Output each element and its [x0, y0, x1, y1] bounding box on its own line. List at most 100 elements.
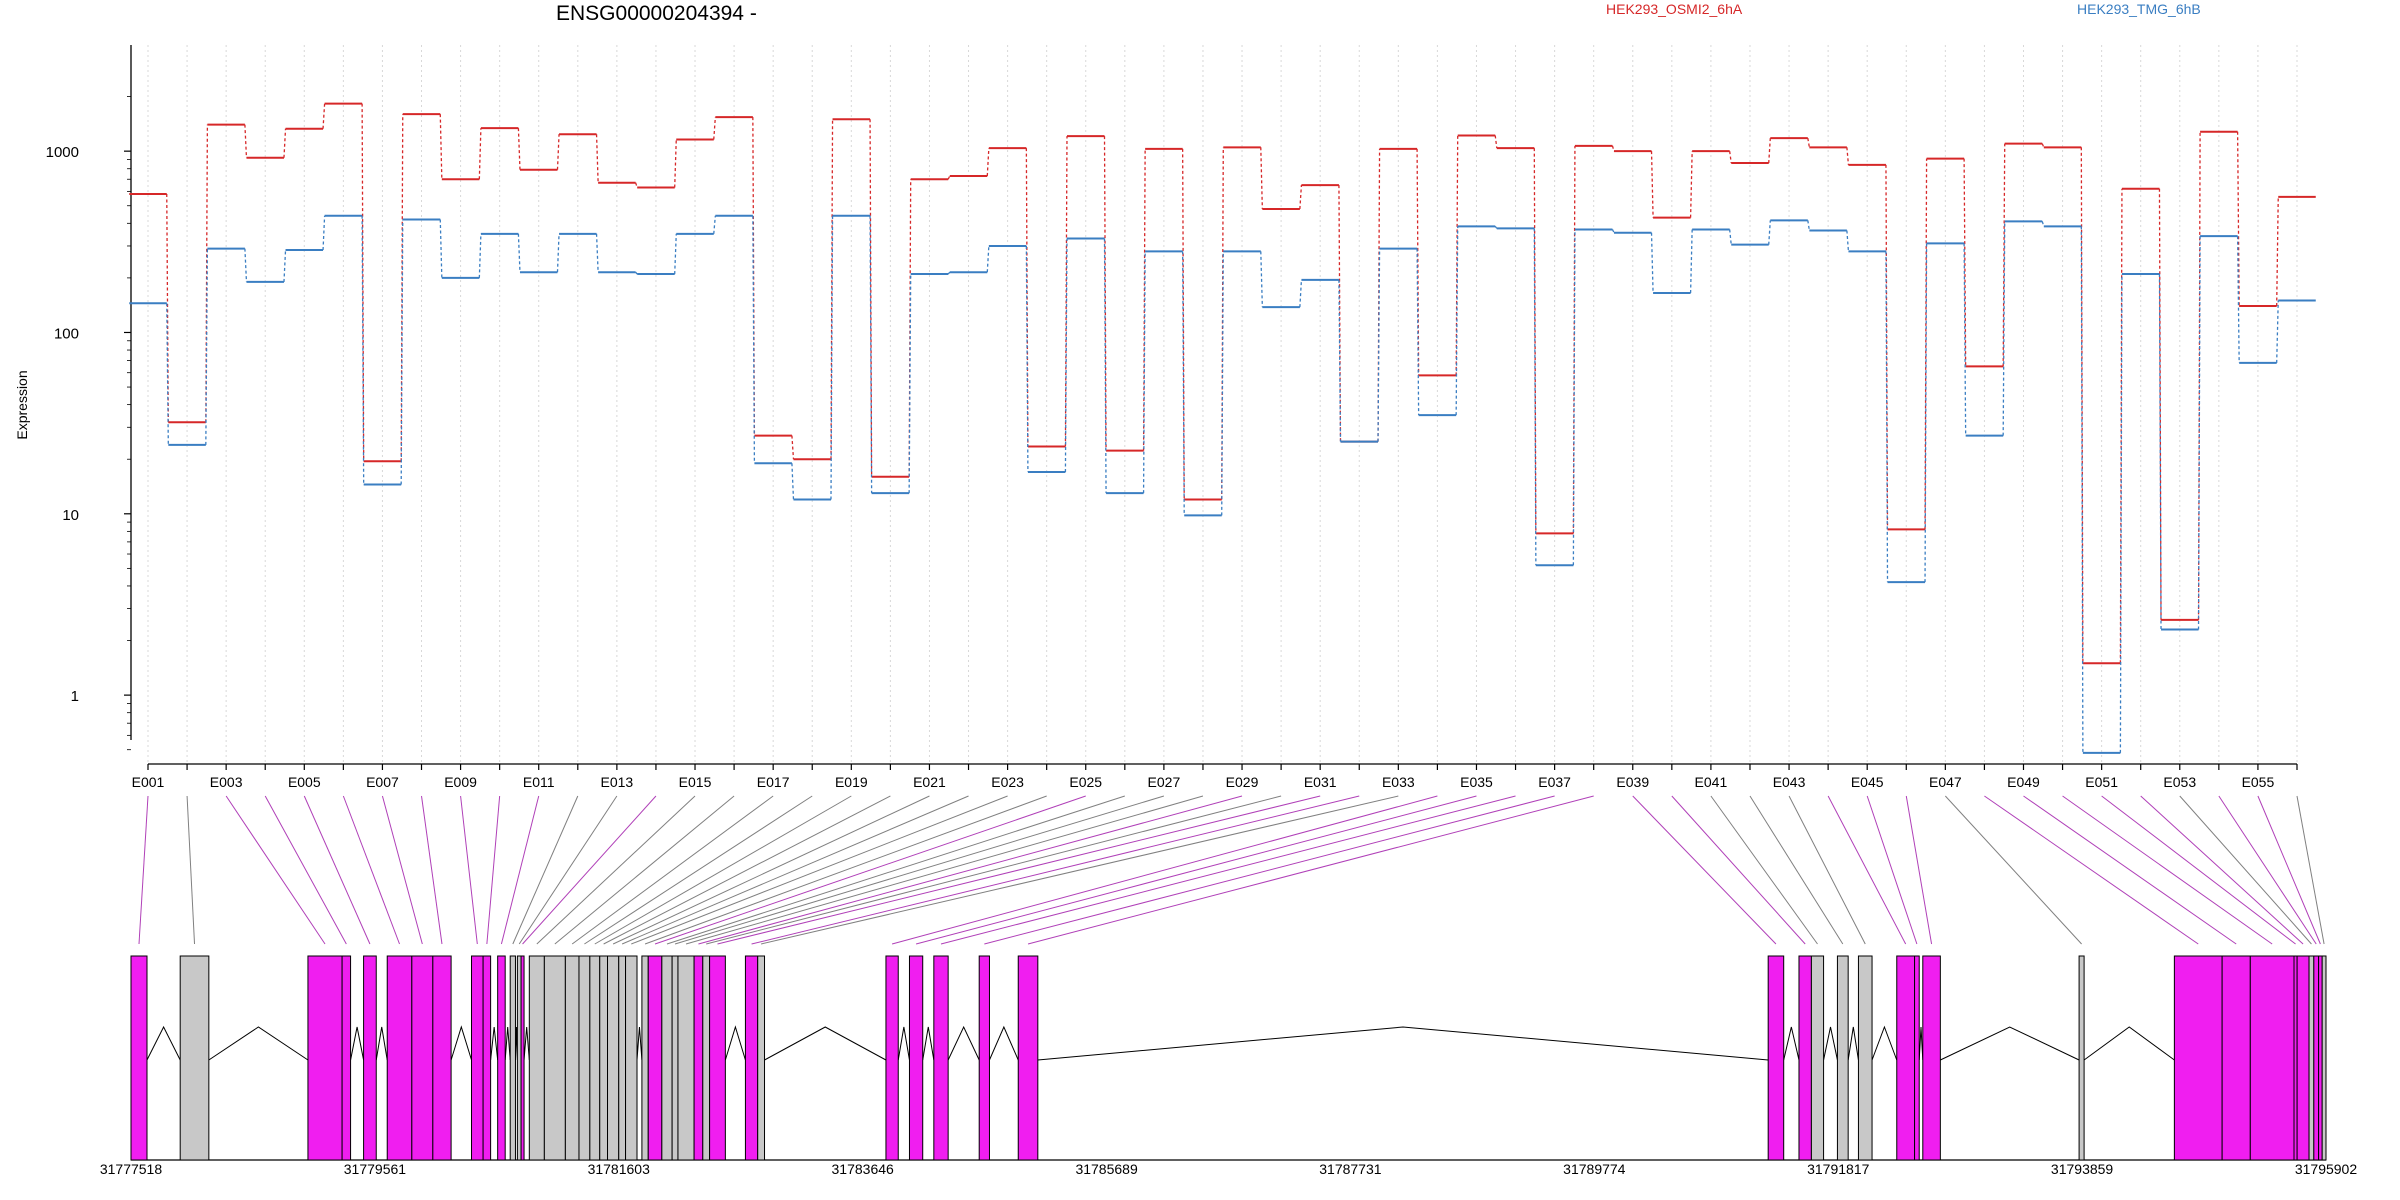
exon-connector	[1027, 795, 1594, 945]
exon-block	[618, 955, 627, 1161]
series-connector	[1142, 251, 1146, 494]
series-connector	[400, 114, 404, 462]
exon-block	[1810, 955, 1825, 1161]
exon-connector	[500, 795, 540, 945]
intron-line	[2083, 1026, 2175, 1061]
exon-block	[386, 955, 413, 1161]
series-connector	[1650, 232, 1654, 294]
exon-connector	[186, 795, 196, 945]
exon-connector	[1710, 795, 1818, 945]
exon-connector	[518, 795, 618, 945]
intron-line	[450, 1025, 472, 1061]
exon-block	[1922, 955, 1941, 1161]
series-connector	[1299, 185, 1303, 209]
series-connector	[1416, 248, 1420, 416]
exon-connector	[2062, 795, 2273, 945]
series-connector	[1103, 238, 1107, 494]
series-connector	[1025, 245, 1029, 473]
intron-line	[1918, 1026, 1924, 1061]
x-tick-label: E029	[1226, 774, 1259, 790]
exon-block	[647, 955, 663, 1161]
exon-block	[482, 955, 492, 1161]
y-tick-label: 100	[54, 325, 79, 342]
series-connector	[595, 233, 599, 273]
intron-line	[764, 1026, 887, 1061]
exon-block	[528, 955, 545, 1161]
series-connector	[1885, 251, 1889, 583]
series-connector	[556, 134, 560, 170]
series-connector	[1689, 229, 1693, 294]
exon-block	[2078, 955, 2085, 1161]
series-connector	[322, 215, 326, 251]
series-connector	[2236, 236, 2240, 363]
series-connector	[674, 139, 677, 188]
y-tick-label: 1000	[46, 144, 79, 161]
exon-block	[2313, 955, 2320, 1161]
exon-connector	[698, 795, 1243, 945]
exon-block	[978, 955, 990, 1161]
x-tick-label: E043	[1773, 774, 1806, 790]
coordinate-label: 31789774	[1563, 1161, 1626, 1177]
series-connector	[2002, 221, 2006, 436]
series-connector	[1650, 151, 1654, 218]
exon-block	[885, 955, 899, 1161]
exon-connector	[536, 795, 696, 945]
x-tick-label: E047	[1929, 774, 1962, 790]
series-connector	[830, 119, 834, 460]
coordinate-label: 31795902	[2295, 1161, 2358, 1177]
x-tick-label: E049	[2007, 774, 2040, 790]
series-connector	[1924, 243, 1928, 583]
x-tick-label: E019	[835, 774, 868, 790]
exon-connector	[584, 795, 813, 945]
x-tick-label: E037	[1538, 774, 1571, 790]
series-2	[129, 214, 2316, 754]
intron-line	[1940, 1026, 2080, 1061]
series-connector	[2276, 196, 2279, 306]
exon-connector	[706, 795, 1282, 945]
exon-block	[2173, 955, 2223, 1161]
exon-connector	[685, 795, 1204, 945]
exon-block	[744, 955, 759, 1161]
exon-connector	[522, 795, 657, 945]
series-connector	[439, 114, 443, 180]
series-connector	[869, 119, 873, 477]
exon-connector	[594, 795, 852, 945]
exon-connector	[554, 795, 735, 945]
y-tick-label: 1	[71, 688, 79, 705]
exon-block	[693, 955, 704, 1161]
exon-block	[1914, 955, 1920, 1161]
series-connector	[2041, 143, 2045, 148]
exon-block	[641, 955, 649, 1161]
series-connector	[439, 219, 443, 278]
exon-block	[578, 955, 591, 1161]
intron-line	[1783, 1026, 1800, 1061]
series-lines	[129, 102, 2316, 754]
series-connector	[1807, 138, 1811, 148]
intron-line	[897, 1026, 910, 1061]
series-connector	[1963, 243, 1967, 436]
x-tick-label: E007	[366, 774, 399, 790]
series-connector	[1377, 148, 1381, 442]
exon-block	[520, 955, 525, 1161]
series-connector	[1768, 220, 1771, 245]
series-connector	[1494, 135, 1498, 149]
exon-block	[1767, 955, 1785, 1161]
series-connector	[517, 128, 521, 170]
exon-connector	[1671, 795, 1806, 945]
series-connector	[517, 233, 521, 273]
exon-block	[341, 955, 352, 1161]
series-connector	[1729, 229, 1732, 245]
series-connector	[947, 175, 951, 180]
series-connector	[2236, 131, 2240, 306]
x-tick-label: E035	[1460, 774, 1493, 790]
series-connector	[752, 215, 756, 464]
exon-block	[2318, 955, 2323, 1161]
exon-connector	[2218, 795, 2317, 945]
intron-line	[1037, 1026, 1769, 1061]
exon-block	[2221, 955, 2251, 1161]
series-connector	[674, 233, 677, 275]
exon-connector	[381, 795, 423, 945]
x-tick-label: E003	[210, 774, 243, 790]
exon-connector	[654, 795, 1086, 945]
